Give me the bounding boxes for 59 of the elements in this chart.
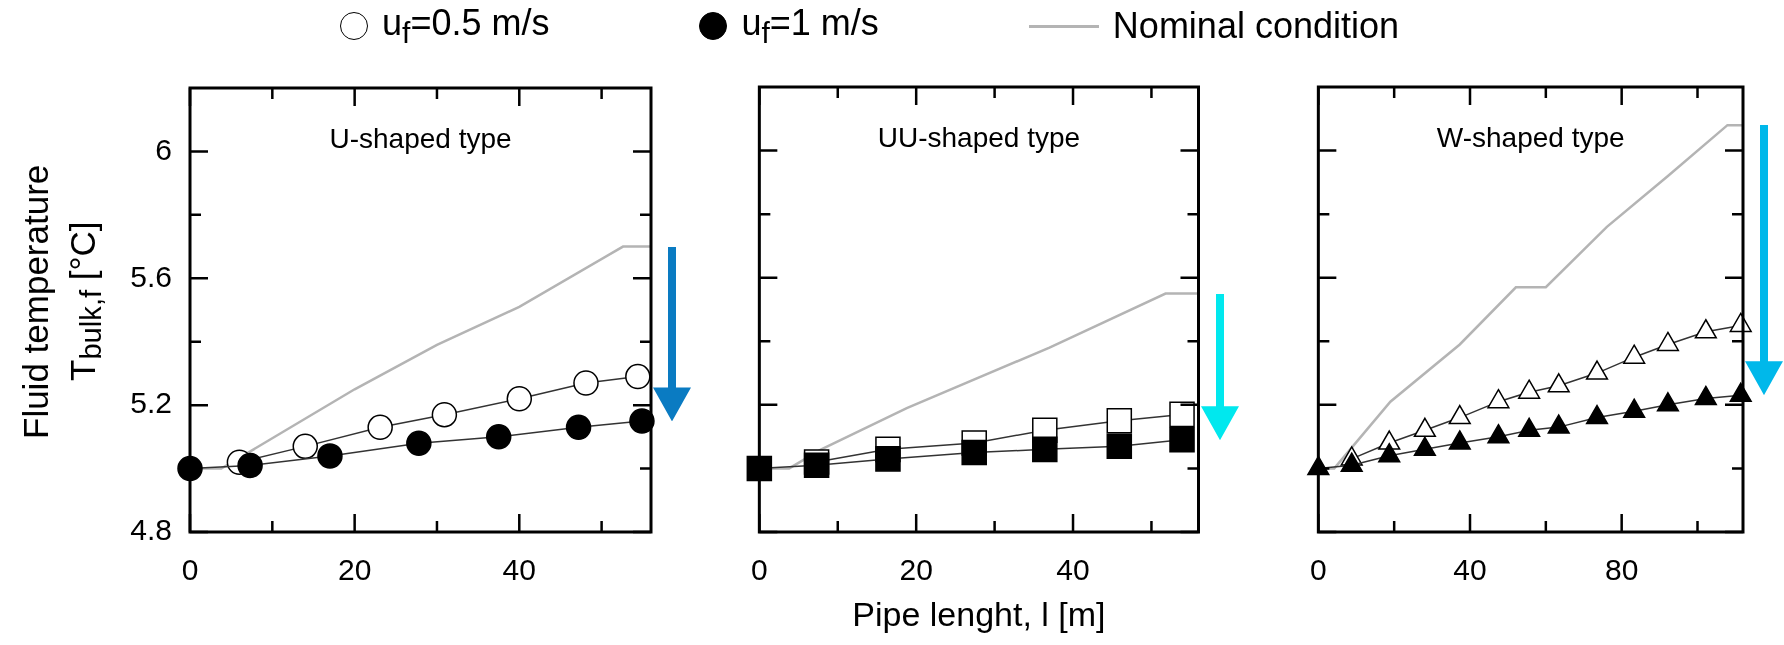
y-tick-label: 4.8	[130, 513, 172, 547]
y-tick-label: 6	[155, 132, 172, 166]
x-tick-label: 0	[1310, 553, 1327, 587]
point	[961, 439, 987, 466]
point	[1413, 436, 1437, 457]
point	[1169, 427, 1195, 453]
point	[1487, 388, 1510, 409]
point	[1169, 401, 1195, 428]
point	[1547, 373, 1570, 393]
legend-label: Nominal condition	[1112, 5, 1400, 48]
x-tick-label: 0	[181, 553, 199, 587]
point	[625, 363, 651, 390]
point	[1694, 319, 1717, 339]
x-tick-label: 40	[1453, 553, 1487, 587]
point	[1106, 407, 1133, 434]
point	[573, 370, 599, 396]
point	[565, 414, 592, 441]
point	[292, 433, 318, 460]
point	[1378, 442, 1401, 463]
text: UU-shaped type	[877, 121, 1081, 153]
point	[1585, 404, 1609, 425]
point	[1547, 414, 1570, 434]
point	[1106, 433, 1133, 459]
x-tick-label: 80	[1604, 553, 1639, 587]
point	[1413, 417, 1437, 438]
point	[629, 408, 655, 434]
point	[367, 414, 393, 441]
text: U-shaped type	[329, 122, 512, 154]
point	[1518, 417, 1541, 438]
point	[1448, 404, 1471, 425]
point	[1487, 423, 1510, 444]
point	[237, 452, 263, 479]
point	[1656, 392, 1680, 412]
point	[1340, 452, 1363, 472]
x-axis-title: Pipe lenght, l [m]	[852, 594, 1106, 633]
point	[1448, 430, 1471, 450]
y-tick-label: 5.2	[130, 386, 172, 420]
point	[506, 386, 533, 412]
legend-label: u$_{f}$=0.5 m/s	[382, 2, 550, 51]
point	[485, 424, 512, 450]
legend-label: u$_{f}$=1 m/s	[741, 2, 879, 51]
point	[1623, 398, 1646, 418]
point	[875, 446, 901, 472]
x-tick-label: 40	[1056, 553, 1090, 587]
point	[431, 401, 458, 428]
x-tick-label: 40	[502, 553, 536, 587]
y-tick-label: 5.6	[130, 259, 172, 293]
point	[317, 443, 343, 469]
point	[406, 430, 432, 456]
point	[1585, 360, 1609, 380]
x-tick-label: 0	[751, 553, 768, 587]
x-tick-label: 20	[337, 553, 372, 587]
text: W-shaped type	[1436, 121, 1625, 153]
point	[1694, 385, 1717, 406]
point	[1623, 344, 1646, 364]
x-tick-label: 20	[899, 553, 933, 587]
point	[1656, 331, 1680, 352]
point	[1518, 379, 1541, 399]
point	[1032, 436, 1058, 463]
